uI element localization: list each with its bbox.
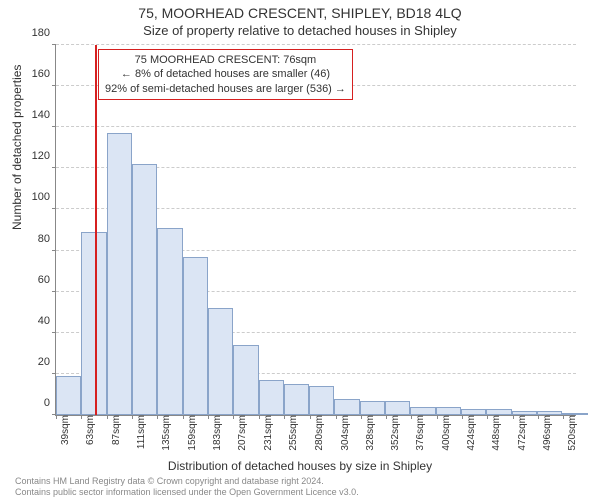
y-tick-label: 40 <box>38 315 56 327</box>
x-tick-label: 231sqm <box>259 415 274 451</box>
x-tick-label: 376sqm <box>411 415 426 451</box>
info-line-3: 92% of semi-detached houses are larger (… <box>105 82 346 96</box>
y-tick <box>52 373 56 374</box>
x-tick-label: 304sqm <box>336 415 351 451</box>
histogram-bar <box>385 401 410 415</box>
x-tick-label: 520sqm <box>563 415 578 451</box>
histogram-bar <box>107 133 132 415</box>
title-main: 75, MOORHEAD CRESCENT, SHIPLEY, BD18 4LQ <box>0 5 600 21</box>
y-tick <box>52 250 56 251</box>
y-tick-label: 180 <box>32 27 56 39</box>
y-tick <box>52 126 56 127</box>
histogram-bar <box>132 164 157 415</box>
y-tick-label: 20 <box>38 356 56 368</box>
grid-line <box>56 126 576 127</box>
x-tick-label: 255sqm <box>284 415 299 451</box>
x-axis-title: Distribution of detached houses by size … <box>0 459 600 473</box>
histogram-bar <box>436 407 461 415</box>
x-tick-label: 280sqm <box>310 415 325 451</box>
y-tick <box>52 85 56 86</box>
x-tick-label: 63sqm <box>81 415 96 445</box>
x-tick-label: 183sqm <box>208 415 223 451</box>
histogram-bar <box>334 399 359 415</box>
y-tick-label: 80 <box>38 233 56 245</box>
footer-line-2: Contains public sector information licen… <box>15 487 359 498</box>
y-tick-label: 0 <box>44 397 56 409</box>
x-tick-label: 472sqm <box>513 415 528 451</box>
info-line-1: 75 MOORHEAD CRESCENT: 76sqm <box>105 53 346 67</box>
y-tick <box>52 208 56 209</box>
histogram-bar <box>56 376 81 415</box>
x-tick-label: 135sqm <box>157 415 172 451</box>
x-tick-label: 39sqm <box>56 415 71 445</box>
x-tick-label: 448sqm <box>487 415 502 451</box>
y-tick-label: 140 <box>32 109 56 121</box>
histogram-bar <box>360 401 385 415</box>
x-tick-label: 111sqm <box>132 415 147 449</box>
y-axis-title: Number of detached properties <box>10 65 24 230</box>
x-tick-label: 400sqm <box>437 415 452 451</box>
y-tick <box>52 44 56 45</box>
y-tick-label: 60 <box>38 274 56 286</box>
x-tick-label: 496sqm <box>538 415 553 451</box>
chart-container: 75, MOORHEAD CRESCENT, SHIPLEY, BD18 4LQ… <box>0 0 600 500</box>
y-tick-label: 120 <box>32 150 56 162</box>
histogram-bar <box>410 407 435 415</box>
x-tick-label: 352sqm <box>386 415 401 451</box>
info-line-2: ← 8% of detached houses are smaller (46) <box>105 67 346 81</box>
footer: Contains HM Land Registry data © Crown c… <box>15 476 359 498</box>
histogram-bar <box>208 308 233 415</box>
y-tick <box>52 332 56 333</box>
histogram-bar <box>157 228 182 415</box>
x-tick-label: 207sqm <box>233 415 248 451</box>
histogram-bar <box>233 345 258 415</box>
y-tick-label: 100 <box>32 191 56 203</box>
info-box: 75 MOORHEAD CRESCENT: 76sqm ← 8% of deta… <box>98 49 353 100</box>
title-sub: Size of property relative to detached ho… <box>0 23 600 38</box>
footer-line-1: Contains HM Land Registry data © Crown c… <box>15 476 359 487</box>
x-tick-label: 159sqm <box>183 415 198 451</box>
histogram-bar <box>183 257 208 415</box>
histogram-bar <box>81 232 106 415</box>
histogram-bar <box>284 384 309 415</box>
x-tick-label: 328sqm <box>361 415 376 451</box>
grid-line <box>56 44 576 45</box>
y-tick <box>52 167 56 168</box>
marker-line <box>95 45 97 415</box>
y-tick <box>52 291 56 292</box>
histogram-bar <box>259 380 284 415</box>
histogram-bar <box>309 386 334 415</box>
x-tick-label: 87sqm <box>107 415 122 445</box>
y-tick-label: 160 <box>32 68 56 80</box>
x-tick-label: 424sqm <box>462 415 477 451</box>
plot-area: 02040608010012014016018039sqm63sqm87sqm1… <box>55 45 576 416</box>
